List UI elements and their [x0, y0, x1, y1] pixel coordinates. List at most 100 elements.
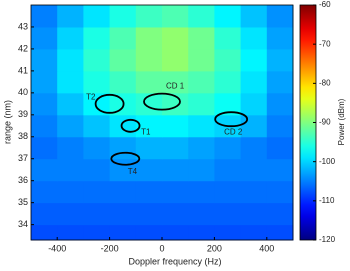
heatmap-cell — [188, 48, 215, 72]
annotation-label: CD 2 — [224, 127, 243, 136]
heatmap-cell — [266, 26, 294, 50]
heatmap-cell — [240, 48, 268, 72]
heatmap-cell — [214, 92, 242, 116]
heatmap-cell — [83, 70, 111, 94]
heatmap-cell — [135, 114, 163, 138]
heatmap-cell — [266, 180, 294, 204]
heatmap-cell — [83, 92, 111, 116]
heatmap-cell — [214, 5, 242, 28]
annotation-label: T1 — [141, 127, 151, 136]
heatmap-cell — [162, 70, 189, 94]
heatmap-cell — [109, 70, 137, 94]
heatmap-cell — [162, 224, 189, 241]
y-tick-label: 42 — [18, 43, 28, 53]
colorbar-label: Power (dBm) — [337, 98, 346, 145]
heatmap-cell — [83, 136, 111, 160]
heatmap-cell — [266, 202, 294, 226]
heatmap-cell — [188, 136, 215, 160]
annotation-ellipse — [110, 151, 141, 166]
heatmap-cell — [31, 202, 58, 226]
heatmap-cell — [31, 136, 58, 160]
heatmap-cell — [57, 5, 84, 28]
heatmap-cell — [109, 202, 137, 226]
heatmap-cell — [162, 158, 189, 182]
heatmap-cell — [83, 5, 111, 28]
heatmap-cell — [83, 224, 111, 241]
heatmap-cell — [188, 26, 215, 50]
heatmap-cell — [240, 26, 268, 50]
heatmap-cell — [188, 180, 215, 204]
heatmap-cell — [109, 180, 137, 204]
heatmap-cell — [135, 224, 163, 241]
heatmap-cell — [240, 136, 268, 160]
heatmap-cell — [57, 48, 84, 72]
heatmap-cell — [266, 48, 294, 72]
annotation-label: T2 — [86, 92, 96, 101]
annotation-ellipse — [214, 111, 249, 128]
heatmap-cell — [31, 92, 58, 116]
heatmap-cell — [214, 70, 242, 94]
heatmap-cell — [135, 26, 163, 50]
heatmap-cell — [266, 5, 294, 28]
y-tick-label: 35 — [18, 197, 28, 207]
heatmap-cell — [214, 224, 242, 241]
y-tick-label: 38 — [18, 131, 28, 141]
heatmap-cell — [240, 158, 268, 182]
heatmap-cell — [266, 136, 294, 160]
heatmap-cell — [109, 114, 137, 138]
heatmap-cell — [240, 180, 268, 204]
heatmap-cell — [109, 26, 137, 50]
heatmap-cell — [162, 5, 189, 28]
heatmap-cell — [31, 5, 58, 28]
x-axis-label: Doppler frequency (Hz) — [128, 256, 221, 266]
heatmap-cell — [214, 48, 242, 72]
y-tick-label: 40 — [18, 87, 28, 97]
y-tick-label: 41 — [18, 65, 28, 75]
heatmap-cell — [188, 202, 215, 226]
heatmap-cell — [240, 5, 268, 28]
heatmap-cell — [31, 180, 58, 204]
heatmap-cell — [109, 224, 137, 241]
colorbar-tick-label: -90 — [319, 118, 331, 127]
heatmap-cell — [83, 48, 111, 72]
heatmap-cell — [57, 26, 84, 50]
heatmap-cell — [162, 202, 189, 226]
heatmap-cell — [214, 158, 242, 182]
heatmap-cell — [266, 70, 294, 94]
y-tick-label: 37 — [18, 153, 28, 163]
heatmap-cell — [188, 114, 215, 138]
heatmap-cell — [83, 114, 111, 138]
heatmap-cell — [162, 136, 189, 160]
heatmap-cell — [188, 92, 215, 116]
x-tick-label: -200 — [101, 243, 119, 253]
heatmap-cell — [83, 202, 111, 226]
y-axis-label: range (nm) — [2, 100, 12, 144]
heatmap-cell — [240, 202, 268, 226]
colorbar-tick-label: -60 — [319, 0, 331, 9]
heatmap-cell — [83, 26, 111, 50]
y-tick-label: 36 — [18, 175, 28, 185]
heatmap-cell — [31, 26, 58, 50]
heatmap-cell — [83, 158, 111, 182]
y-tick-label: 34 — [18, 219, 28, 229]
heatmap-cell — [135, 158, 163, 182]
heatmap-cell — [135, 180, 163, 204]
annotation-ellipse — [94, 93, 125, 114]
heatmap-cell — [240, 92, 268, 116]
heatmap-cell — [31, 224, 58, 241]
heatmap-cell — [188, 158, 215, 182]
colorbar-tick-label: -120 — [319, 235, 336, 244]
heatmap-cell — [266, 114, 294, 138]
annotation-label: T4 — [128, 167, 138, 176]
colorbar-tick-label: -80 — [319, 78, 331, 87]
heatmap-cell — [57, 136, 84, 160]
heatmap-cell — [57, 114, 84, 138]
heatmap-cell — [135, 5, 163, 28]
heatmap-cell — [57, 70, 84, 94]
heatmap-cell — [57, 158, 84, 182]
colorbar-tick-label: -110 — [319, 196, 335, 205]
heatmap-cell — [57, 224, 84, 241]
x-tick-label: 400 — [259, 243, 274, 253]
heatmap-cell — [135, 202, 163, 226]
heatmap-cell — [83, 180, 111, 204]
